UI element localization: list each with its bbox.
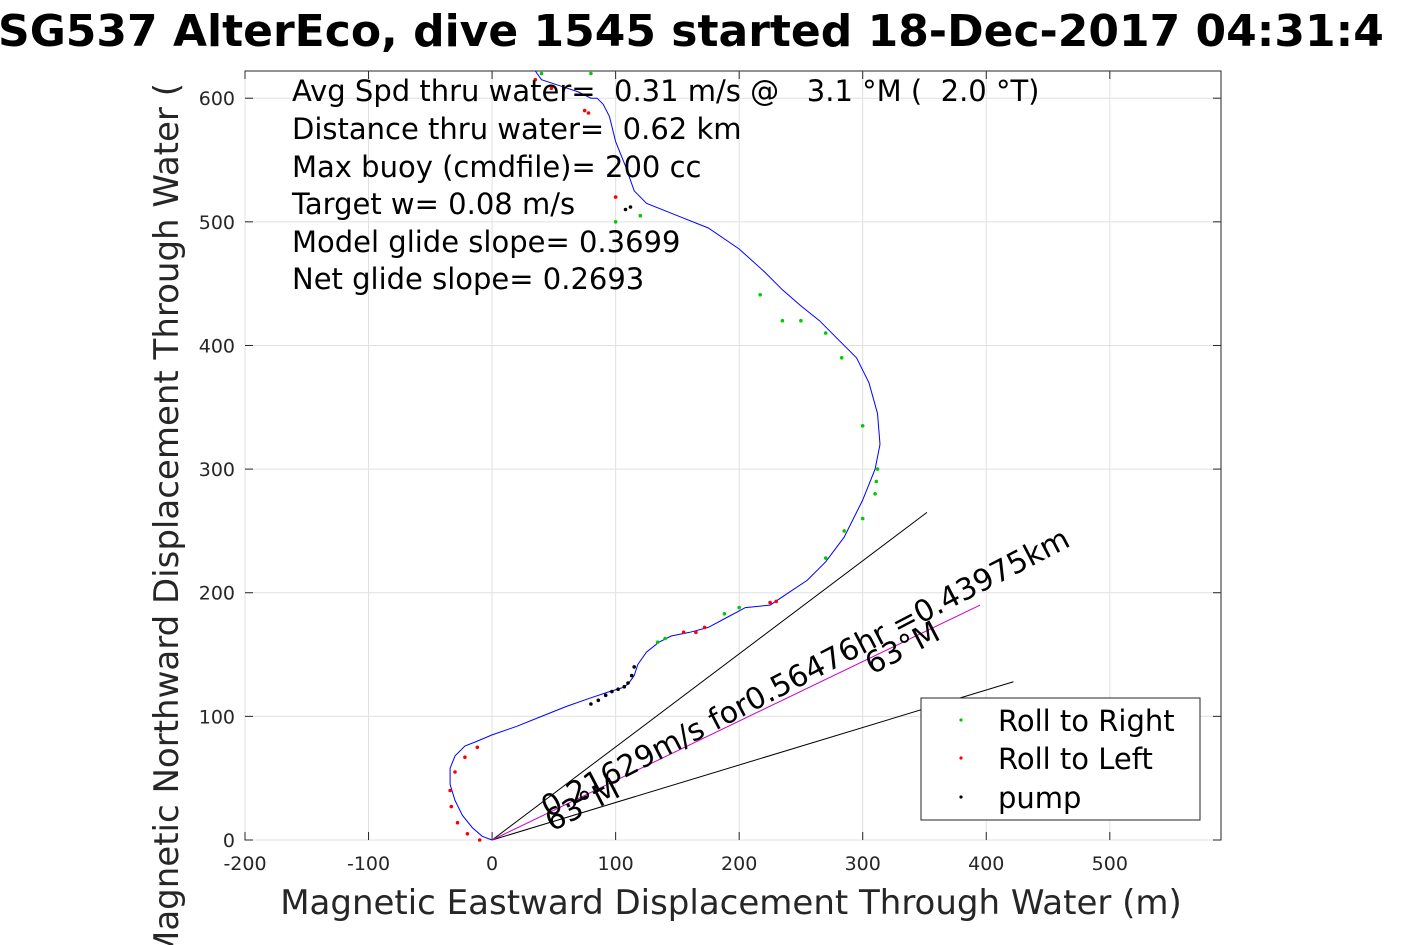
roll-right-marker (722, 612, 727, 616)
pump-marker (632, 665, 636, 669)
x-tick-label: 0 (486, 853, 498, 875)
legend: Roll to Right Roll to Left pump (920, 697, 1201, 821)
legend-marker-roll-right (959, 718, 963, 722)
roll-right-marker (823, 556, 828, 560)
roll-right-marker (875, 467, 880, 471)
pump-marker (623, 207, 628, 212)
annotation-block: Avg Spd thru water= 0.31 m/s @ 3.1 °M ( … (291, 74, 1040, 296)
markers (448, 71, 880, 842)
roll-right-marker (873, 492, 877, 496)
legend-box (920, 697, 1201, 821)
roll-right-marker (823, 331, 828, 335)
current-vector-line (491, 604, 981, 841)
x-tick-label: -100 (347, 853, 390, 875)
pump-marker (622, 684, 627, 689)
roll-left-marker (533, 77, 538, 82)
y-tick-label: 400 (199, 335, 235, 357)
roll-right-marker (860, 424, 865, 428)
annotation-avg-speed: Avg Spd thru water= 0.31 m/s @ 3.1 °M ( … (292, 74, 1040, 108)
roll-left-marker (586, 111, 591, 115)
pump-marker (626, 681, 630, 685)
roll-right-marker (874, 479, 879, 484)
y-tick-label: 0 (223, 830, 235, 852)
roll-left-marker (694, 630, 698, 635)
legend-label-roll-right: Roll to Right (998, 704, 1175, 738)
annotation-net-glide: Net glide slope= 0.2693 (292, 262, 644, 296)
roll-left-marker (475, 745, 480, 750)
x-tick-label: 400 (968, 853, 1004, 875)
roll-right-marker (655, 640, 660, 644)
roll-left-marker (448, 788, 452, 793)
x-tick-label: 100 (598, 853, 634, 875)
legend-marker-roll-left (959, 756, 963, 760)
roll-left-marker (449, 804, 454, 809)
roll-right-marker (839, 356, 844, 360)
y-tick-label: 100 (199, 706, 235, 728)
roll-left-marker (774, 599, 778, 604)
roll-left-marker (465, 832, 470, 836)
roll-right-marker (780, 318, 785, 323)
y-tick-label: 200 (199, 583, 235, 605)
legend-marker-pump (959, 795, 963, 799)
legend-label-pump: pump (998, 781, 1081, 815)
pump-marker (628, 205, 633, 209)
roll-right-marker (799, 318, 803, 323)
roll-left-marker (463, 755, 467, 759)
roll-left-marker (613, 195, 618, 199)
pump-marker (629, 673, 634, 678)
roll-left-marker (768, 600, 772, 605)
y-axis-label: Magnetic Northward Displacement Through … (147, 83, 187, 945)
roll-left-marker (549, 86, 554, 91)
roll-right-marker (842, 529, 846, 533)
heading-line-a (491, 511, 928, 841)
x-tick-label: -200 (223, 853, 266, 875)
roll-right-marker (663, 636, 667, 641)
roll-right-marker (539, 71, 544, 76)
annotation-target-w: Target w= 0.08 m/s (291, 187, 575, 221)
legend-label-roll-left: Roll to Left (998, 742, 1153, 776)
y-tick-label: 300 (199, 459, 235, 481)
roll-left-marker (582, 108, 587, 113)
x-axis-label: Magnetic Eastward Displacement Through W… (280, 883, 1182, 923)
roll-right-marker (758, 293, 762, 297)
roll-left-marker (477, 838, 482, 842)
pump-marker (616, 687, 620, 691)
roll-right-marker (613, 220, 618, 224)
y-tick-label: 500 (199, 212, 235, 234)
pump-marker (610, 689, 614, 694)
roll-left-marker (453, 770, 457, 774)
pump-marker (596, 698, 601, 703)
roll-left-marker (681, 630, 686, 635)
roll-right-marker (737, 605, 741, 610)
annotation-model-glide: Model glide slope= 0.3699 (292, 225, 680, 259)
roll-right-marker (860, 516, 865, 521)
roll-right-marker (589, 71, 593, 76)
pump-marker (603, 693, 608, 698)
roll-right-marker (638, 213, 643, 218)
axis-ticks: -200 -100 0 100 200 300 400 500 0 100 200 300 400 500… (199, 71, 1221, 875)
x-tick-label: 200 (721, 853, 757, 875)
pump-marker (589, 702, 593, 706)
chart-title: SG537 AlterEco, dive 1545 started 18-Dec… (0, 6, 1384, 57)
x-tick-label: 500 (1092, 853, 1128, 875)
roll-left-marker (702, 625, 707, 630)
glider-track-line (449, 70, 881, 841)
roll-left-marker (455, 820, 460, 825)
annotation-distance: Distance thru water= 0.62 km (292, 112, 742, 146)
x-tick-label: 300 (845, 853, 881, 875)
y-tick-label: 600 (199, 88, 235, 110)
annotation-max-buoy: Max buoy (cmdfile)= 200 cc (292, 150, 701, 184)
